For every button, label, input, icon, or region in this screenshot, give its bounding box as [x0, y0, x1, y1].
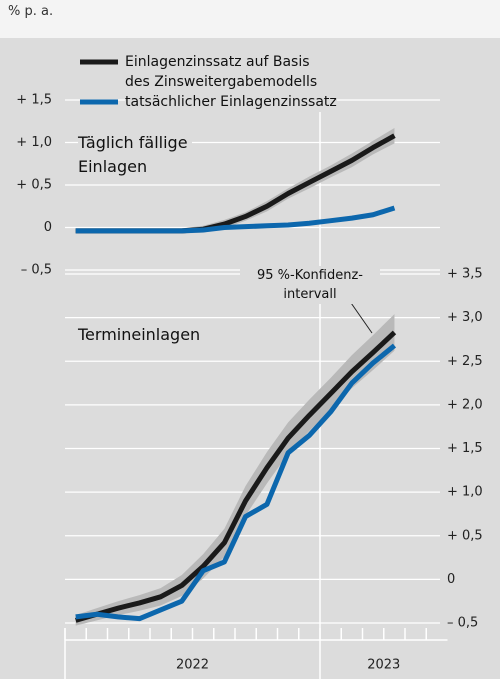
y-tick-label: + 3,5 [447, 267, 483, 282]
legend-label: Einlagenzinssatz auf Basis des Zinsweite… [125, 52, 318, 92]
y-tick-label: + 2,0 [447, 397, 483, 412]
y-tick-label: 0 [44, 220, 52, 235]
y-tick-label: – 0,5 [21, 263, 52, 278]
x-tick-label: 2023 [367, 658, 400, 673]
y-tick-label: – 0,5 [447, 616, 478, 631]
confidence-band [75, 314, 395, 626]
y-tick-label: + 1,5 [447, 441, 483, 456]
y-tick-label: 0 [447, 572, 455, 587]
series-line [75, 205, 396, 234]
y-tick-label: + 1,0 [16, 135, 52, 150]
annotation: 95 %-Konfidenz- intervall [240, 266, 380, 304]
panel-title: Termineinlagen [78, 323, 205, 347]
y-tick-label: + 2,5 [447, 354, 483, 369]
unit-label: % p. a. [8, 4, 54, 19]
grid [64, 99, 448, 679]
legend-label: tatsächlicher Einlagenzinssatz [125, 92, 337, 112]
y-tick-label: + 3,0 [447, 310, 483, 325]
y-tick-label: + 1,0 [447, 485, 483, 500]
panel-background [0, 38, 500, 679]
y-tick-label: + 0,5 [16, 178, 52, 193]
y-tick-label: + 1,5 [16, 93, 52, 108]
panel-title: Täglich fällige Einlagen [78, 131, 192, 179]
y-tick-label: + 0,5 [447, 528, 483, 543]
x-tick-label: 2022 [176, 658, 209, 673]
marks [75, 128, 397, 626]
series-line [75, 330, 397, 623]
series-line [75, 343, 397, 622]
